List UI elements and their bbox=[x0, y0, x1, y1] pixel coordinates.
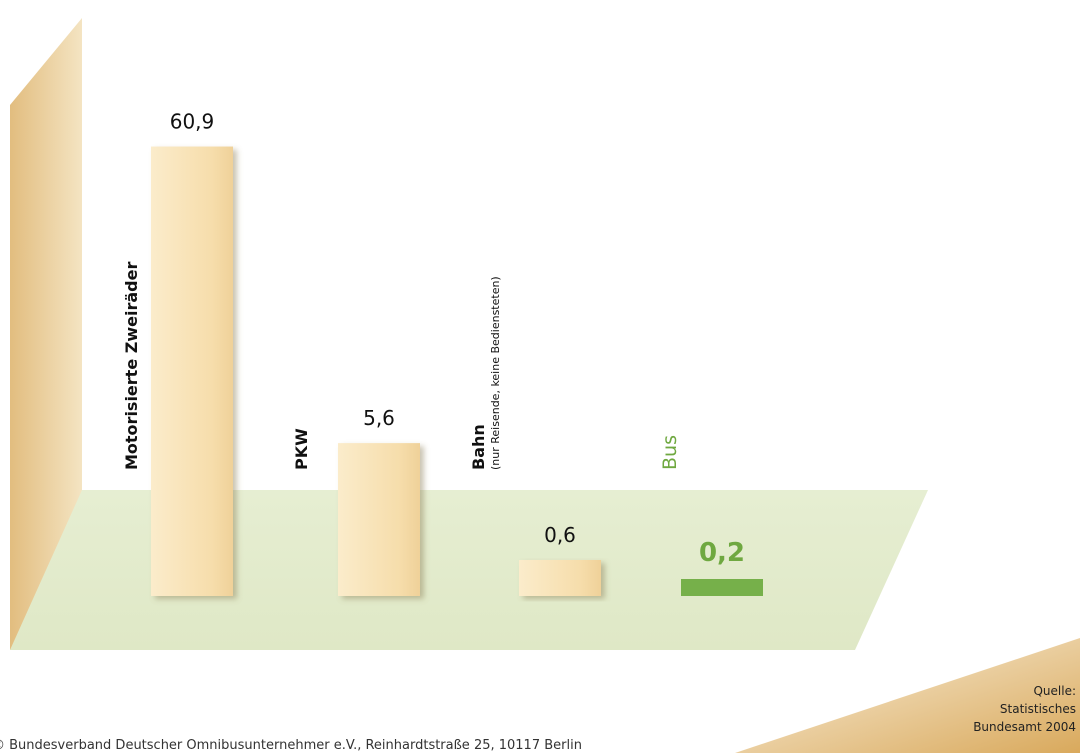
value-label-bahn: 0,6 bbox=[544, 523, 576, 547]
category-label-bahn: Bahn bbox=[469, 424, 488, 470]
bars: 60,9 5,6 0,6 0,2 bbox=[151, 110, 763, 597]
category-label-motorisierte-zweir-der: Motorisierte Zweiräder bbox=[122, 262, 141, 470]
source-line-3: Bundesamt 2004 bbox=[973, 720, 1076, 734]
source-corner bbox=[735, 638, 1080, 753]
value-label-motorisierte-zweir-der: 60,9 bbox=[170, 110, 215, 134]
value-label-bus: 0,2 bbox=[699, 538, 745, 568]
bar-bahn bbox=[519, 560, 601, 596]
bar-motorisierte-zweir-der bbox=[151, 146, 233, 597]
category-label-bus: Bus bbox=[659, 435, 681, 470]
category-label-pkw: PKW bbox=[292, 428, 311, 470]
source-line-2: Statistisches bbox=[1000, 702, 1076, 716]
chart-floor bbox=[10, 490, 928, 650]
value-label-pkw: 5,6 bbox=[363, 406, 395, 430]
footer-text: © Bundesverband Deutscher Omnibusunterne… bbox=[0, 738, 582, 753]
bar-bus bbox=[681, 579, 763, 596]
chart-wall bbox=[10, 18, 82, 650]
bar-pkw bbox=[338, 443, 420, 596]
category-note-bahn: (nur Reisende, keine Bediensteten) bbox=[489, 276, 502, 470]
source-line-1: Quelle: bbox=[1033, 684, 1076, 698]
category-labels: Motorisierte Zweiräder PKW Bahn (nur Reisen… bbox=[122, 262, 681, 470]
